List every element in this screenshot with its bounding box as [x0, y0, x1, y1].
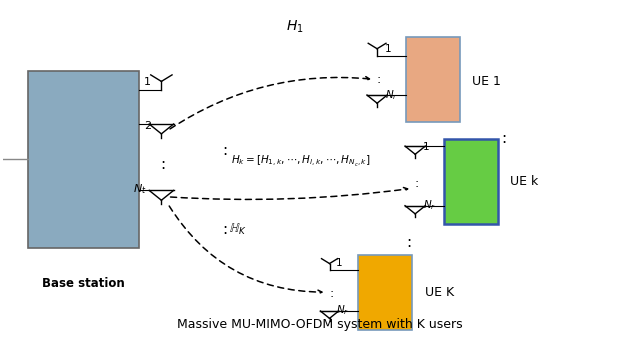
Text: :: :: [415, 177, 419, 190]
Text: Base station: Base station: [42, 277, 125, 290]
Text: $N_r$: $N_r$: [423, 198, 436, 212]
Text: :: :: [501, 131, 506, 146]
Text: 1: 1: [336, 258, 342, 268]
FancyArrowPatch shape: [170, 188, 408, 199]
Bar: [358, 255, 412, 330]
Text: :: :: [406, 235, 412, 250]
Text: $H_1$: $H_1$: [286, 18, 303, 35]
Text: 1: 1: [144, 77, 151, 87]
Text: $N_t$: $N_t$: [132, 182, 146, 196]
Text: :: :: [222, 222, 227, 237]
Text: UE K: UE K: [425, 286, 454, 299]
Bar: [406, 37, 460, 122]
Text: 1: 1: [423, 142, 429, 152]
Text: $N_r$: $N_r$: [336, 303, 349, 317]
Text: UE k: UE k: [510, 175, 539, 188]
Text: $H_k = [H_{1,k}, \cdots, H_{l,k}, \cdots, H_{N_c,k}]$: $H_k = [H_{1,k}, \cdots, H_{l,k}, \cdots…: [231, 154, 371, 169]
Text: $N_r$: $N_r$: [385, 88, 398, 101]
Text: :: :: [330, 287, 333, 300]
FancyArrowPatch shape: [170, 76, 369, 129]
Text: :: :: [160, 157, 165, 172]
Text: 2: 2: [144, 121, 151, 131]
Text: :: :: [222, 143, 227, 158]
Bar: [28, 71, 139, 248]
Text: UE 1: UE 1: [472, 75, 501, 88]
Text: 1: 1: [385, 44, 391, 54]
Text: :: :: [377, 73, 381, 86]
FancyArrowPatch shape: [169, 206, 322, 294]
Text: Massive MU-MIMO-OFDM system with K users: Massive MU-MIMO-OFDM system with K users: [177, 318, 463, 331]
Text: $\mathbb{H}_K$: $\mathbb{H}_K$: [228, 222, 246, 237]
Bar: [444, 139, 498, 224]
